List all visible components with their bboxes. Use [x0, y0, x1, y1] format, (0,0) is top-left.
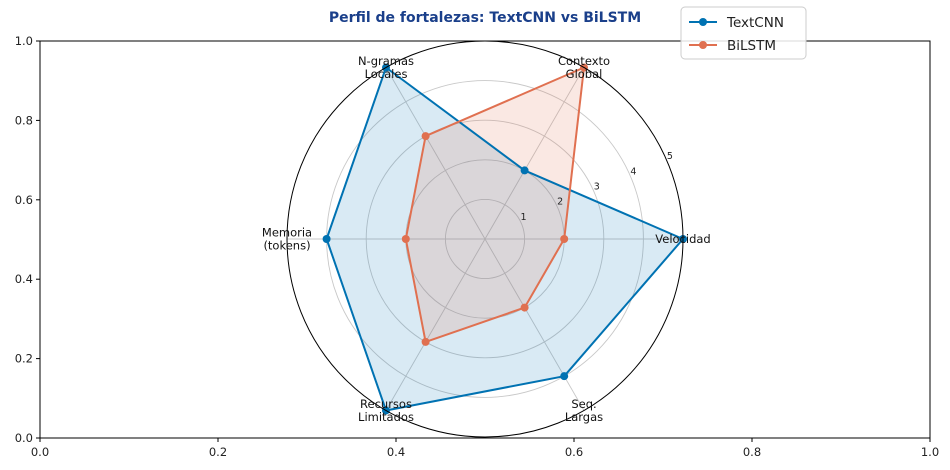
x-tick-label: 0.4	[387, 445, 405, 459]
legend-marker-textcnn	[699, 18, 707, 26]
radar-spoke	[385, 238, 486, 411]
data-point-bilstm	[560, 235, 569, 243]
x-tick-label: 1.0	[921, 445, 939, 459]
x-tick-label: 0.0	[31, 445, 49, 459]
series-fill-textcnn	[326, 67, 683, 411]
x-tick-label: 0.6	[565, 445, 583, 459]
y-tick-label: 0.2	[15, 352, 33, 366]
category-label: Recursos Limitados	[358, 397, 414, 424]
data-point-textcnn	[520, 166, 529, 175]
radar-spoke	[385, 67, 486, 240]
category-label: N-gramas Locales	[358, 54, 414, 81]
y-tick-label: 0.0	[15, 431, 33, 445]
y-tick-label: 1.0	[15, 34, 33, 48]
radar-spoke	[484, 67, 585, 240]
y-tick-label: 0.8	[15, 113, 33, 127]
legend-label-bilstm: BiLSTM	[727, 38, 776, 54]
data-point-bilstm	[421, 337, 430, 346]
data-point-bilstm	[520, 303, 529, 312]
background-axes: 0.0 0.2 0.4 0.6 0.8 1.0 0.0 0.2 0.4 0.6 0.8 1.0	[15, 34, 939, 459]
category-label: Velocidad	[655, 232, 710, 246]
y-tick-label: 0.6	[15, 193, 33, 207]
radar-plot: 1 2 3 4 5 Velocidad Contexto Global N-gramas Loca…	[262, 40, 711, 438]
y-tick-label: 0.4	[15, 272, 33, 286]
x-tick-label: 0.8	[743, 445, 761, 459]
category-label: Seq. Largas	[565, 397, 603, 424]
category-label: Contexto Global	[558, 54, 610, 81]
x-tick-label: 0.2	[209, 445, 227, 459]
radial-tick-label: 5	[667, 151, 673, 162]
radial-tick-label: 3	[594, 182, 600, 193]
data-point-bilstm	[401, 235, 410, 243]
data-point-bilstm	[421, 132, 430, 141]
legend-label-textcnn: TextCNN	[726, 15, 784, 31]
radial-tick-label: 1	[521, 212, 527, 223]
radar-spoke	[484, 238, 585, 411]
radial-tick-label: 2	[557, 197, 563, 208]
chart-title: Perfil de fortalezas: TextCNN vs BiLSTM	[329, 10, 641, 26]
radial-tick-label: 4	[630, 166, 636, 177]
data-point-textcnn	[322, 235, 331, 243]
legend-marker-bilstm	[699, 41, 707, 49]
legend: TextCNN BiLSTM	[680, 6, 807, 60]
series-fill-bilstm	[405, 67, 584, 342]
radar-outer-circle	[286, 40, 684, 438]
category-label: Memoria (tokens)	[262, 226, 312, 253]
data-point-textcnn	[560, 372, 569, 381]
